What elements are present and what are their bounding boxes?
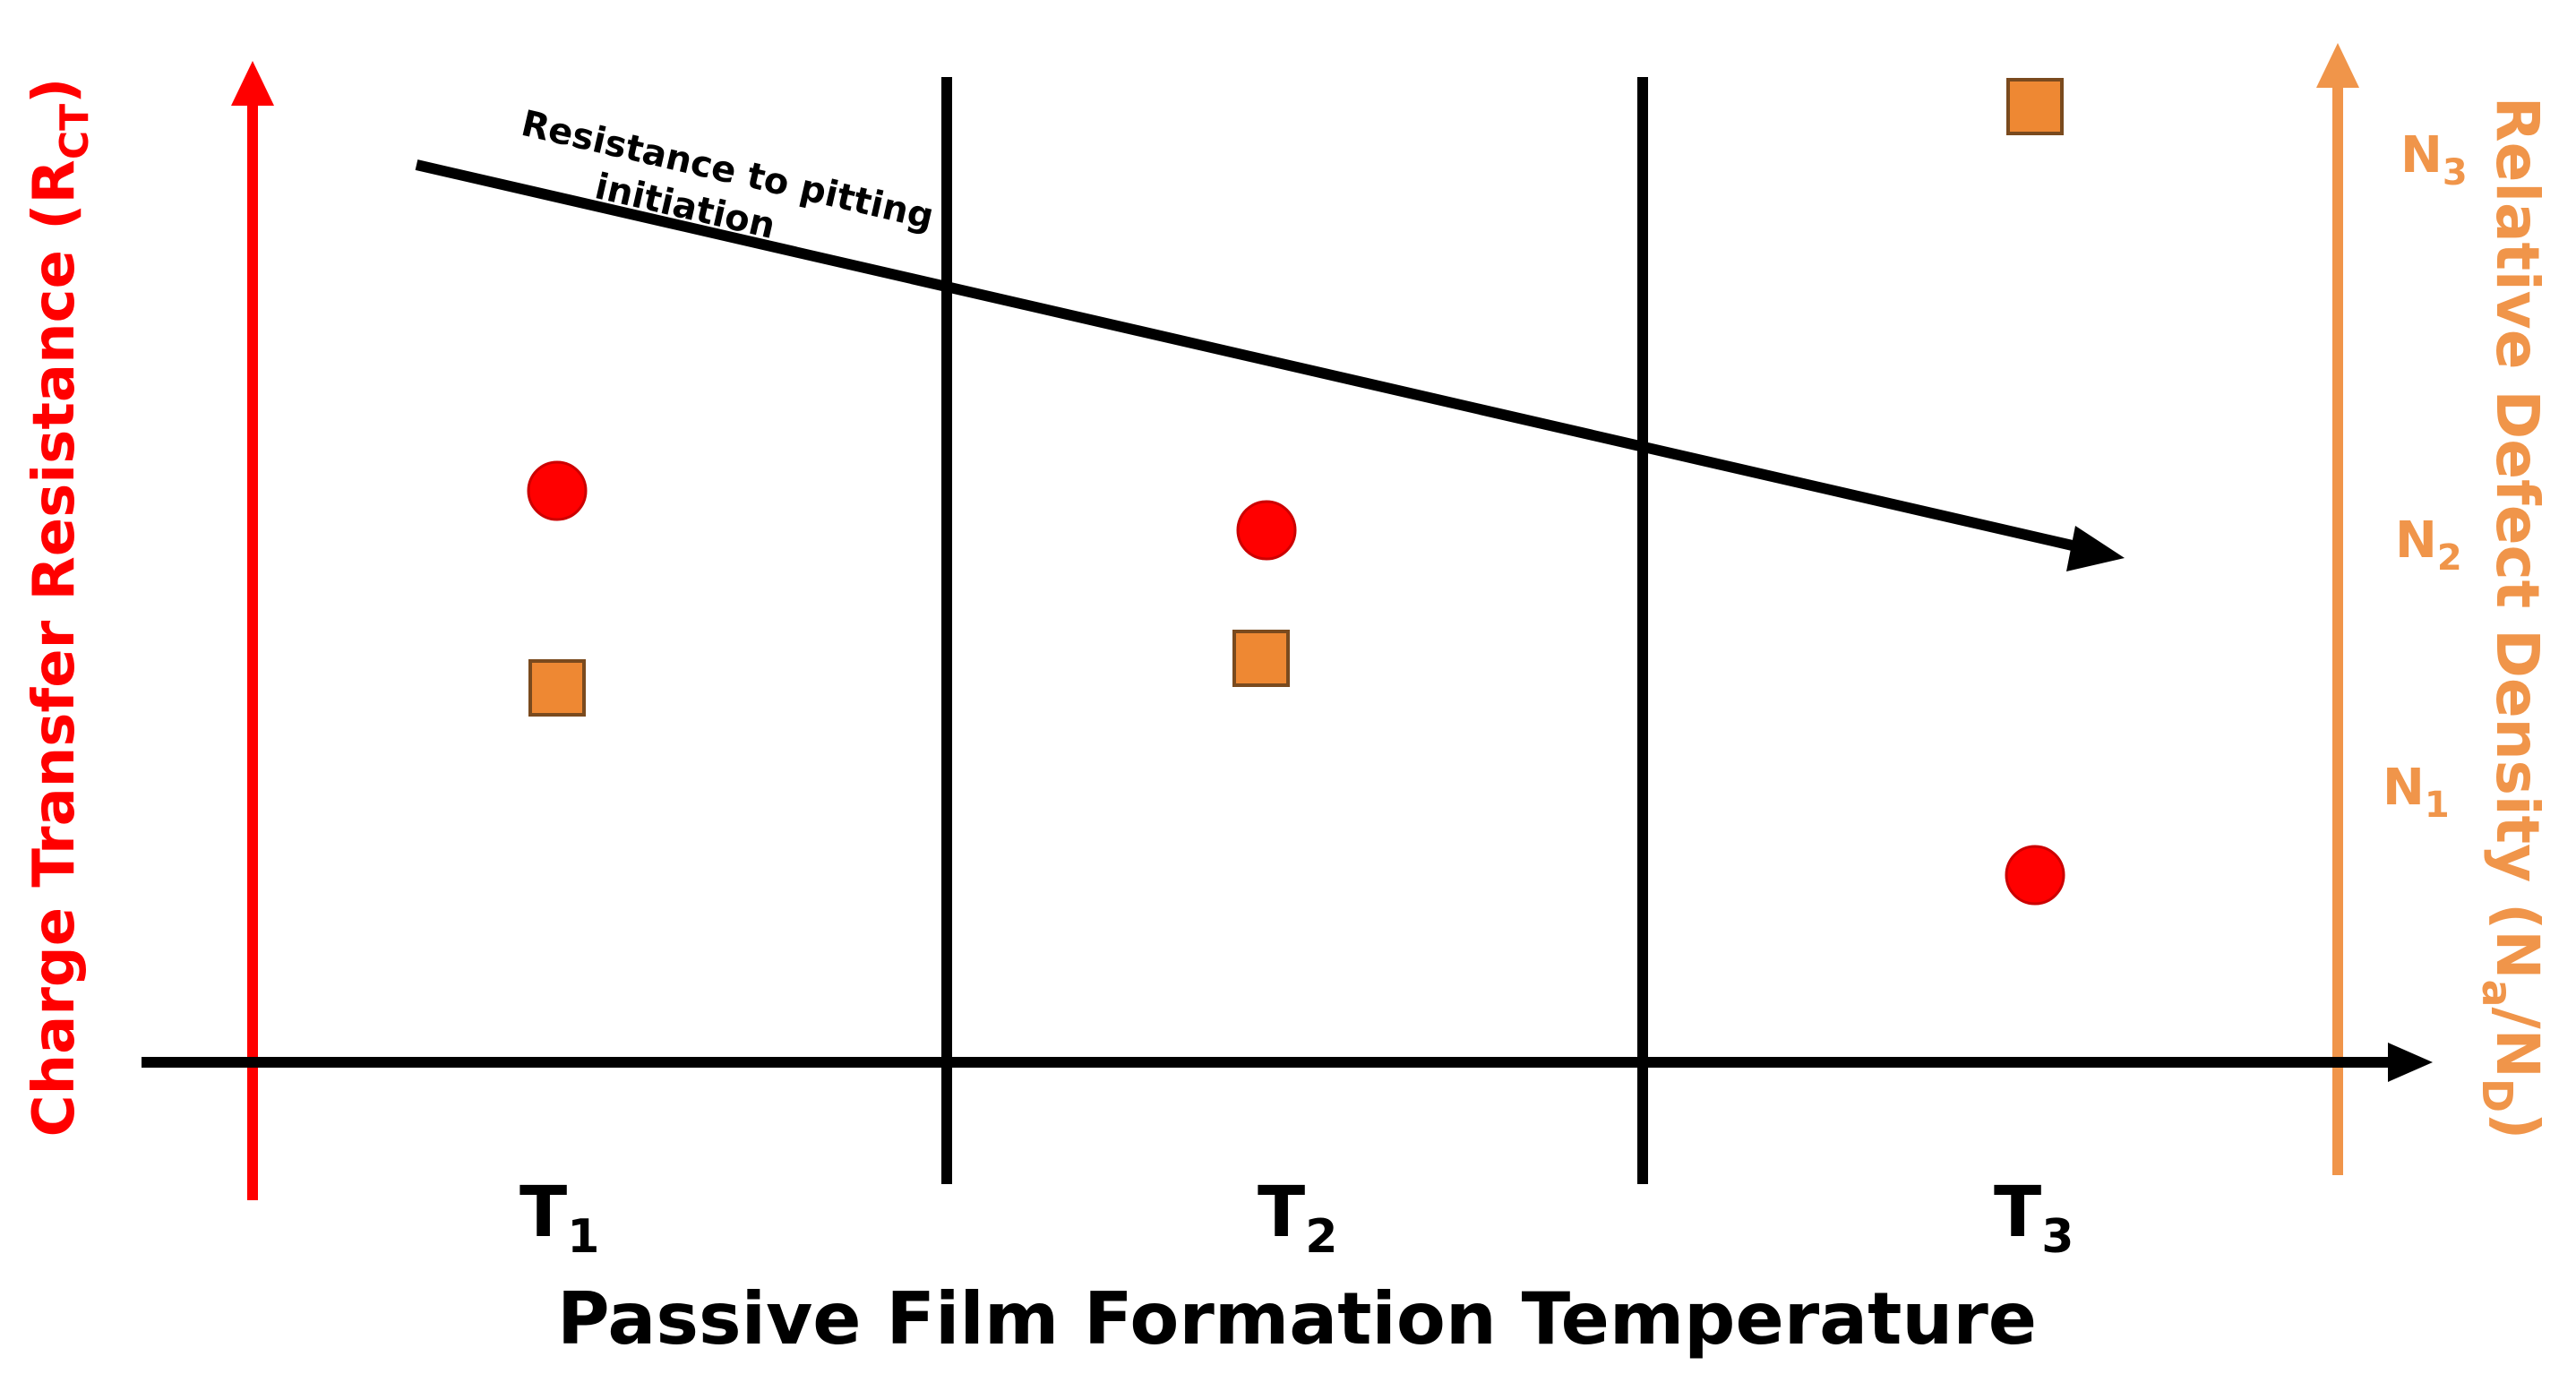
x-category-t1: T1: [519, 1172, 599, 1264]
charge-transfer-marker-t3: [2005, 845, 2065, 906]
defect-density-marker-t2: [1232, 630, 1290, 687]
data-markers: [527, 78, 2065, 906]
charge-transfer-marker-t2: [1236, 500, 1297, 561]
left-axis-title: Charge Transfer Resistance (RCT): [21, 78, 98, 1138]
pitting-trend-arrow: [415, 159, 2125, 571]
level-n2: N2: [2395, 511, 2462, 579]
level-n1: N1: [2383, 759, 2450, 826]
defect-density-marker-t1: [528, 659, 586, 717]
charge-transfer-axis: [231, 61, 274, 1200]
x-category-t3: T3: [1994, 1172, 2074, 1264]
defect-level-labels: N3 N2 N1: [2383, 126, 2468, 826]
x-axis-title: Passive Film Formation Temperature: [557, 1277, 2037, 1361]
level-n3: N3: [2400, 126, 2468, 193]
right-axis-title: Relative Defect Density (Na/ND): [2473, 97, 2552, 1140]
x-category-t2: T2: [1258, 1172, 1337, 1264]
temperature-axis: [142, 1043, 2433, 1082]
trend-arrow-label: Resistance to pitting initiation: [518, 103, 938, 247]
defect-density-marker-t3: [2006, 78, 2064, 135]
charge-transfer-marker-t1: [527, 460, 588, 521]
x-category-labels: T1 T2 T3: [519, 1172, 2074, 1264]
defect-density-axis: [2316, 43, 2359, 1175]
